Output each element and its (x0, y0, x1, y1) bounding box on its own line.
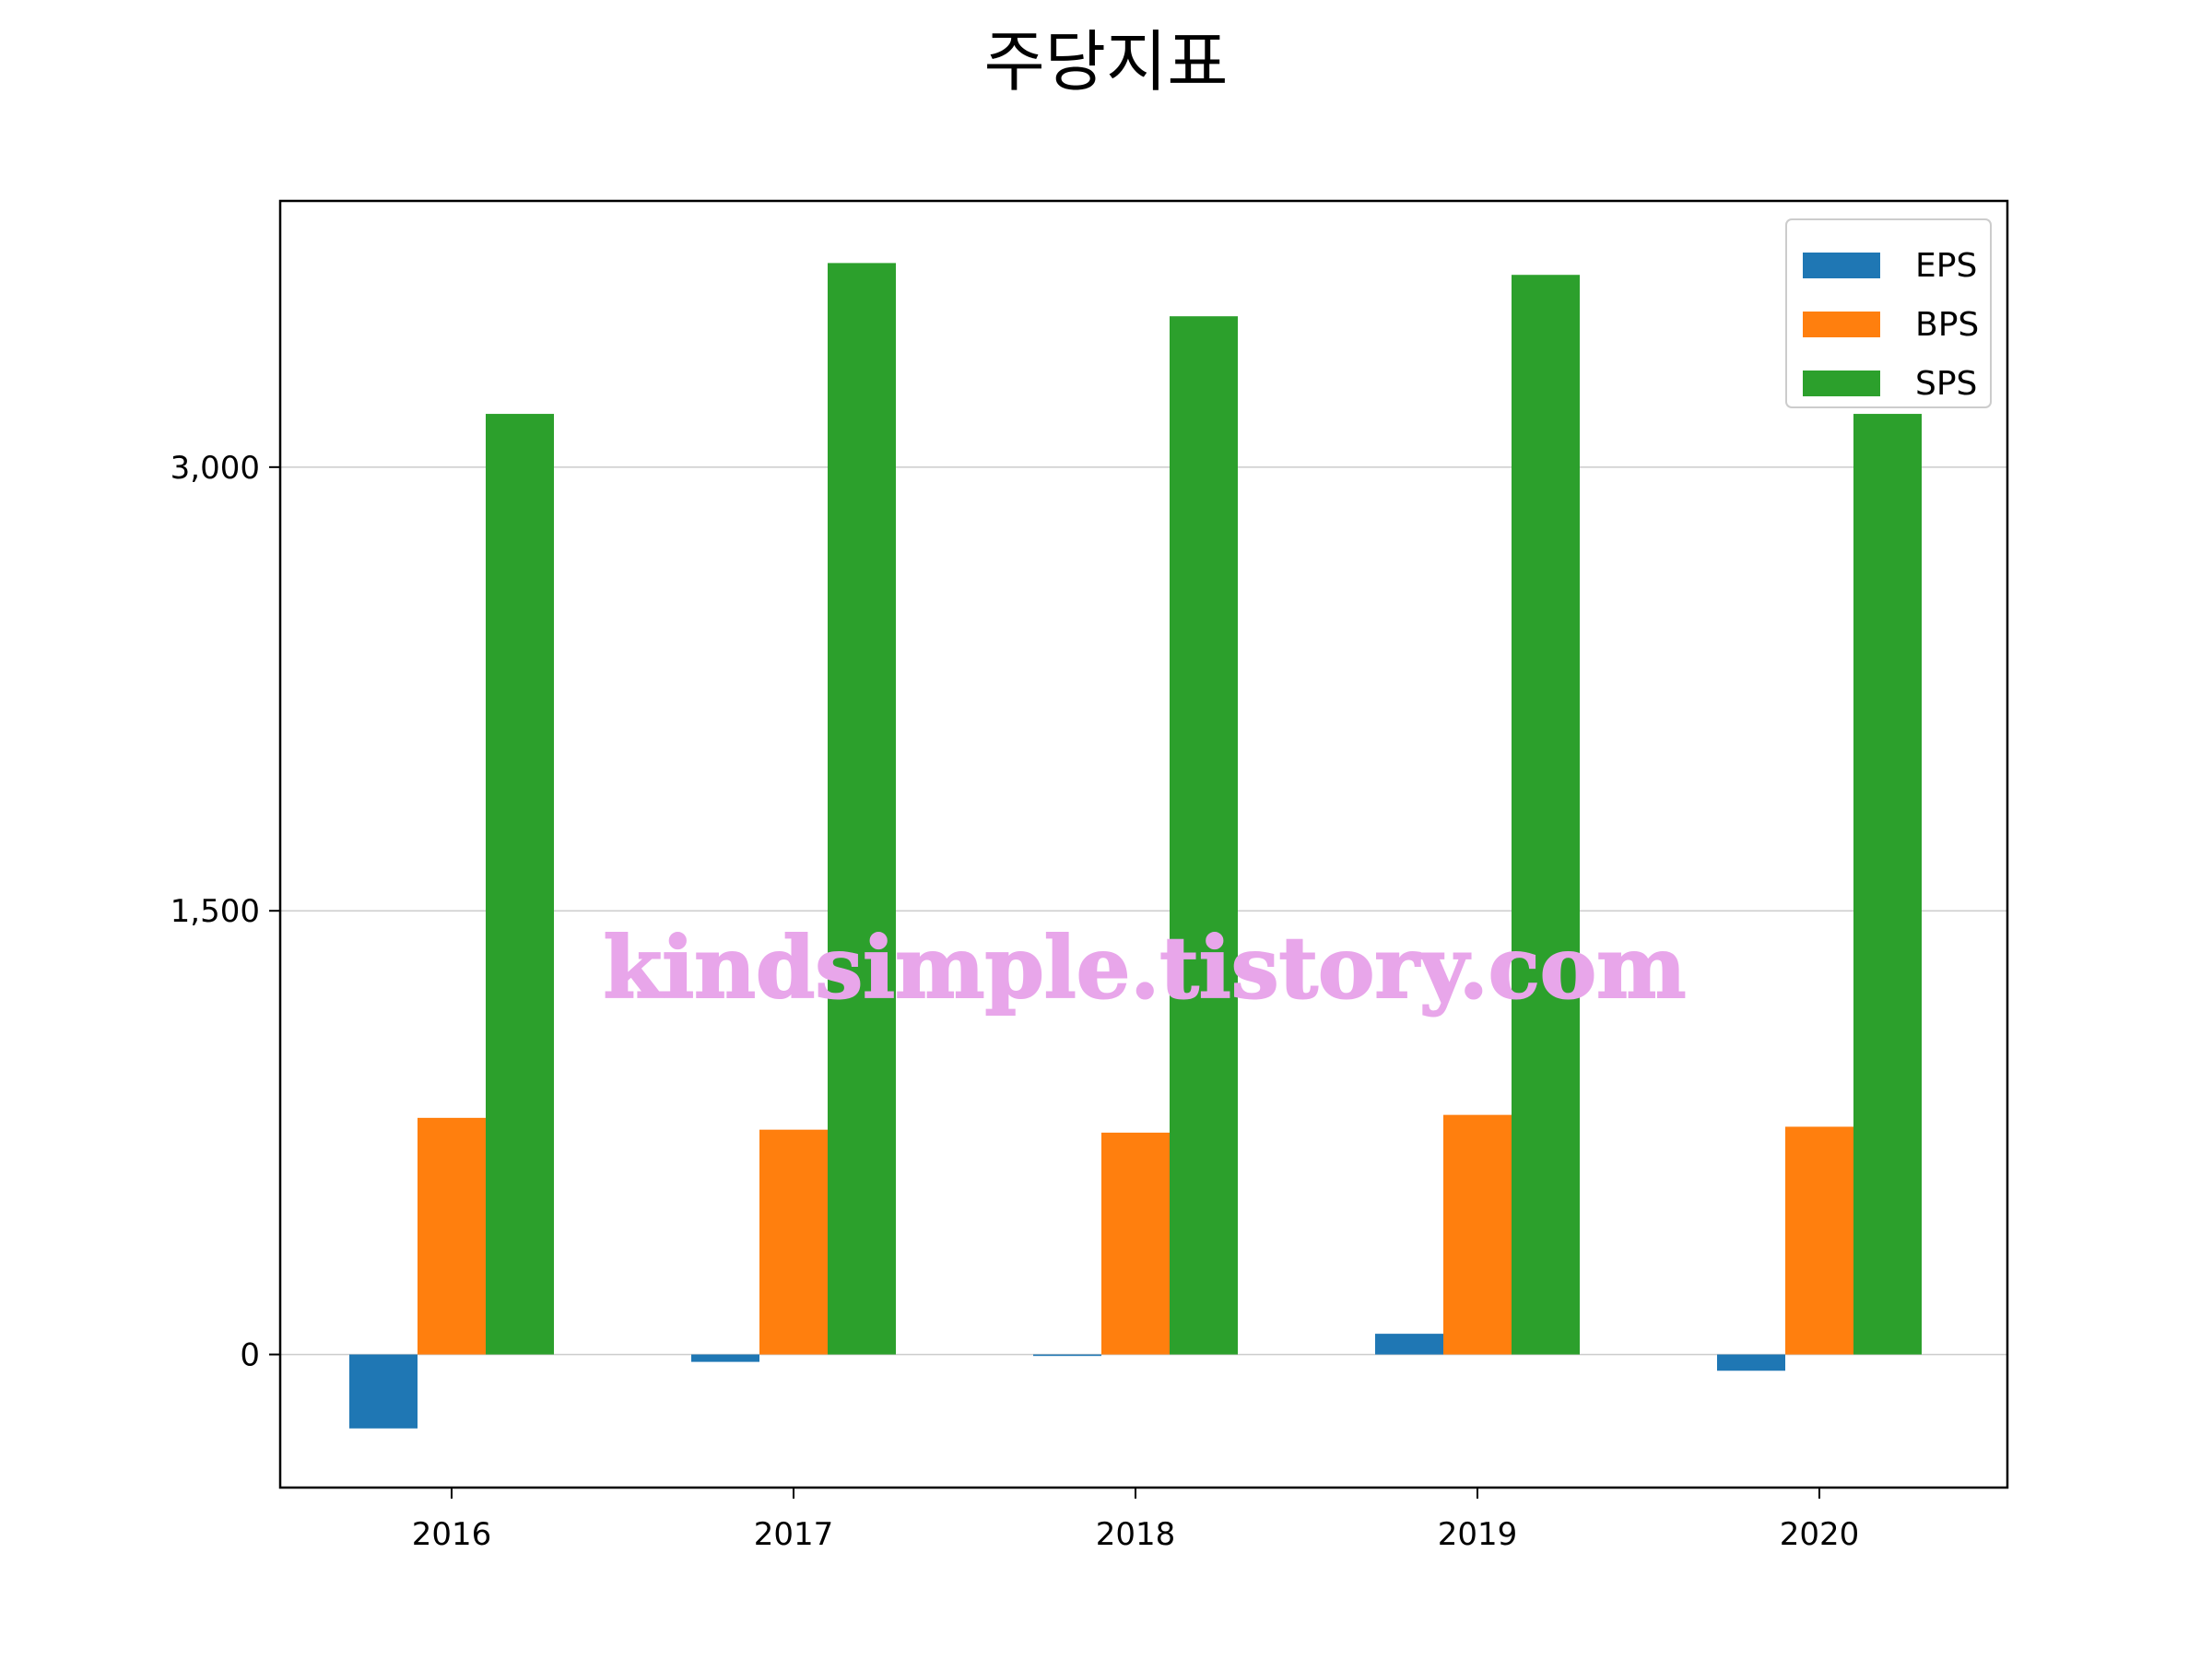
bar-sps-2019 (1512, 275, 1580, 1355)
bar-bps-2017 (759, 1129, 828, 1355)
y-tick-label-2: 3,000 (171, 450, 260, 487)
watermark: kindsimple.tistory.com (603, 918, 1686, 1018)
bar-bps-2016 (418, 1117, 486, 1355)
bar-eps-2017 (691, 1354, 759, 1362)
bar-sps-2018 (1170, 316, 1238, 1355)
x-tick-label-2017: 2017 (754, 1516, 834, 1553)
legend-label-eps: EPS (1915, 247, 1977, 285)
bar-eps-2016 (349, 1354, 418, 1429)
x-tick-label-2018: 2018 (1096, 1516, 1176, 1553)
bars (349, 263, 1922, 1429)
bar-sps-2016 (486, 414, 554, 1355)
bar-sps-2017 (828, 263, 896, 1355)
legend-swatch-sps (1803, 371, 1880, 396)
bar-eps-2018 (1033, 1354, 1101, 1357)
bar-bps-2018 (1101, 1132, 1170, 1355)
plot-frame (278, 199, 2009, 1489)
bar-eps-2019 (1375, 1334, 1443, 1355)
x-tick-label-2020: 2020 (1780, 1516, 1860, 1553)
bar-bps-2019 (1443, 1114, 1512, 1355)
legend-label-sps: SPS (1915, 365, 1977, 403)
bar-eps-2020 (1717, 1354, 1785, 1371)
bar-bps-2020 (1785, 1126, 1853, 1355)
legend-label-bps: BPS (1915, 306, 1979, 344)
x-tick-label-2019: 2019 (1438, 1516, 1518, 1553)
x-tick-label-2016: 2016 (412, 1516, 492, 1553)
y-tick-label-0: 0 (240, 1337, 260, 1374)
bar-sps-2020 (1853, 414, 1922, 1355)
x-axis: 2016 2017 2018 2019 2020 (412, 1488, 1860, 1553)
chart-title: 주당지표 (984, 23, 1229, 100)
y-axis: 0 1,500 3,000 (171, 450, 280, 1374)
legend-swatch-bps (1803, 312, 1880, 337)
legend: EPS BPS SPS (1785, 218, 1992, 408)
y-tick-label-1: 1,500 (171, 893, 260, 930)
legend-swatch-eps (1803, 253, 1880, 278)
